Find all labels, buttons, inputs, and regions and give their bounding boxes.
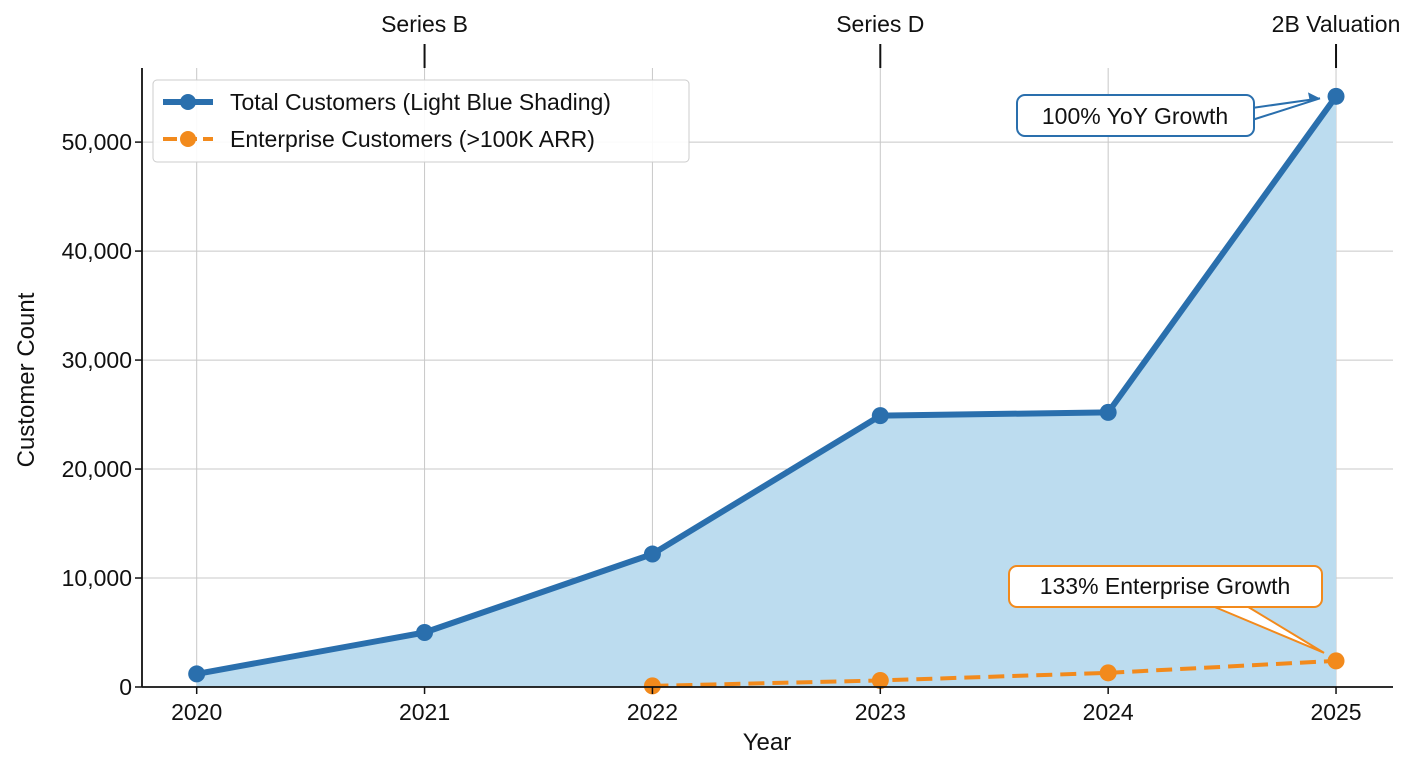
series-layer	[188, 87, 1345, 695]
legend-label-enterprise: Enterprise Customers (>100K ARR)	[230, 126, 595, 152]
annotation-arrow	[1251, 97, 1321, 121]
enterprise-customers-point	[1327, 652, 1345, 670]
top-axis-label: 2B Valuation	[1272, 11, 1401, 37]
total-customers-point	[1099, 403, 1117, 421]
enterprise-customers-point	[871, 671, 889, 689]
x-axis-label: Year	[743, 729, 792, 756]
top-axis-label: Series B	[381, 11, 468, 37]
legend-marker-enterprise	[180, 131, 196, 147]
top-axis-label: Series D	[836, 11, 924, 37]
annotation-text-yoy: 100% YoY Growth	[1042, 103, 1228, 129]
x-tick-label: 2021	[399, 699, 450, 725]
x-tick-label: 2025	[1310, 699, 1361, 725]
legend-marker-total	[180, 94, 196, 110]
y-tick-label: 30,000	[62, 347, 132, 373]
y-tick-label: 0	[119, 674, 132, 700]
total-customers-point	[416, 624, 434, 642]
total-customers-point	[1327, 87, 1345, 105]
x-tick-label: 2024	[1083, 699, 1134, 725]
annotation-tail-join	[1212, 600, 1242, 606]
annotations: 100% YoY Growth 133% Enterprise Growth	[1008, 92, 1325, 654]
total-customers-point	[643, 545, 661, 563]
legend-label-total: Total Customers (Light Blue Shading)	[230, 89, 611, 115]
enterprise-customers-line	[652, 658, 1337, 688]
axes: 2020 2021 2022 2023 2024 2025 0 10,000 20,000 30,…	[62, 11, 1401, 725]
y-tick-label: 10,000	[62, 565, 132, 591]
annotation-arrowhead	[1308, 92, 1321, 103]
annotation-box-enterprise	[1008, 565, 1323, 608]
total-customers-point	[188, 665, 206, 683]
legend: Total Customers (Light Blue Shading) Ent…	[152, 79, 690, 163]
enterprise-customers-point	[1099, 664, 1117, 682]
annotation-box-yoy	[1016, 94, 1255, 137]
y-axis-label: Customer Count	[13, 292, 40, 467]
y-tick-label: 40,000	[62, 238, 132, 264]
total-customers-area	[196, 96, 1337, 687]
x-tick-label: 2022	[627, 699, 678, 725]
y-tick-label: 20,000	[62, 456, 132, 482]
enterprise-customers-point	[643, 677, 661, 695]
annotation-text-enterprise: 133% Enterprise Growth	[1040, 573, 1291, 599]
x-tick-label: 2023	[855, 699, 906, 725]
total-customers-point	[871, 407, 889, 425]
x-tick-label: 2020	[171, 699, 222, 725]
y-tick-label: 50,000	[62, 129, 132, 155]
total-customers-line	[196, 94, 1339, 677]
